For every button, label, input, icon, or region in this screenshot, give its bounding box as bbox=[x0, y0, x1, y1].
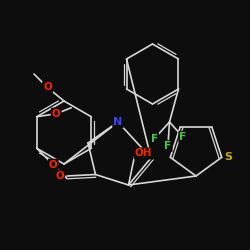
Text: F: F bbox=[180, 132, 186, 142]
Text: OH: OH bbox=[135, 148, 152, 158]
Text: O: O bbox=[52, 109, 60, 119]
Text: F: F bbox=[151, 134, 158, 143]
Text: N: N bbox=[114, 117, 122, 127]
Text: O: O bbox=[49, 160, 58, 170]
Text: O: O bbox=[55, 171, 64, 181]
Text: S: S bbox=[224, 152, 232, 162]
Text: F: F bbox=[164, 141, 172, 151]
Text: O: O bbox=[43, 82, 52, 92]
